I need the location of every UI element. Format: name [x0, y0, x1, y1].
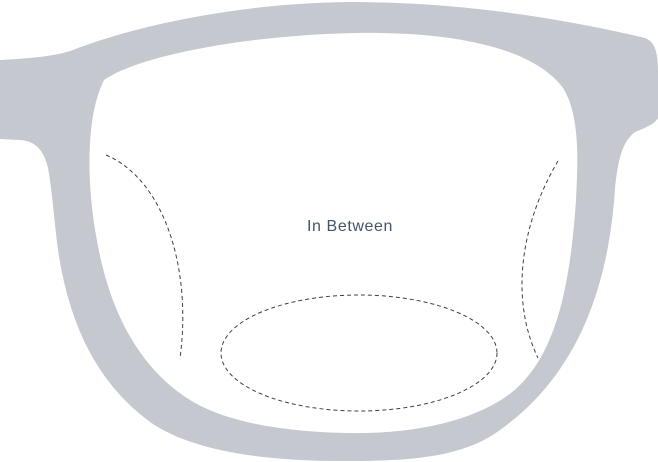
near-zone-outline	[220, 294, 498, 412]
lens-area	[89, 32, 578, 434]
right-peripheral-zone-outline	[521, 160, 559, 359]
zone-label: In Between	[307, 218, 393, 235]
left-peripheral-zone-outline	[105, 154, 184, 359]
